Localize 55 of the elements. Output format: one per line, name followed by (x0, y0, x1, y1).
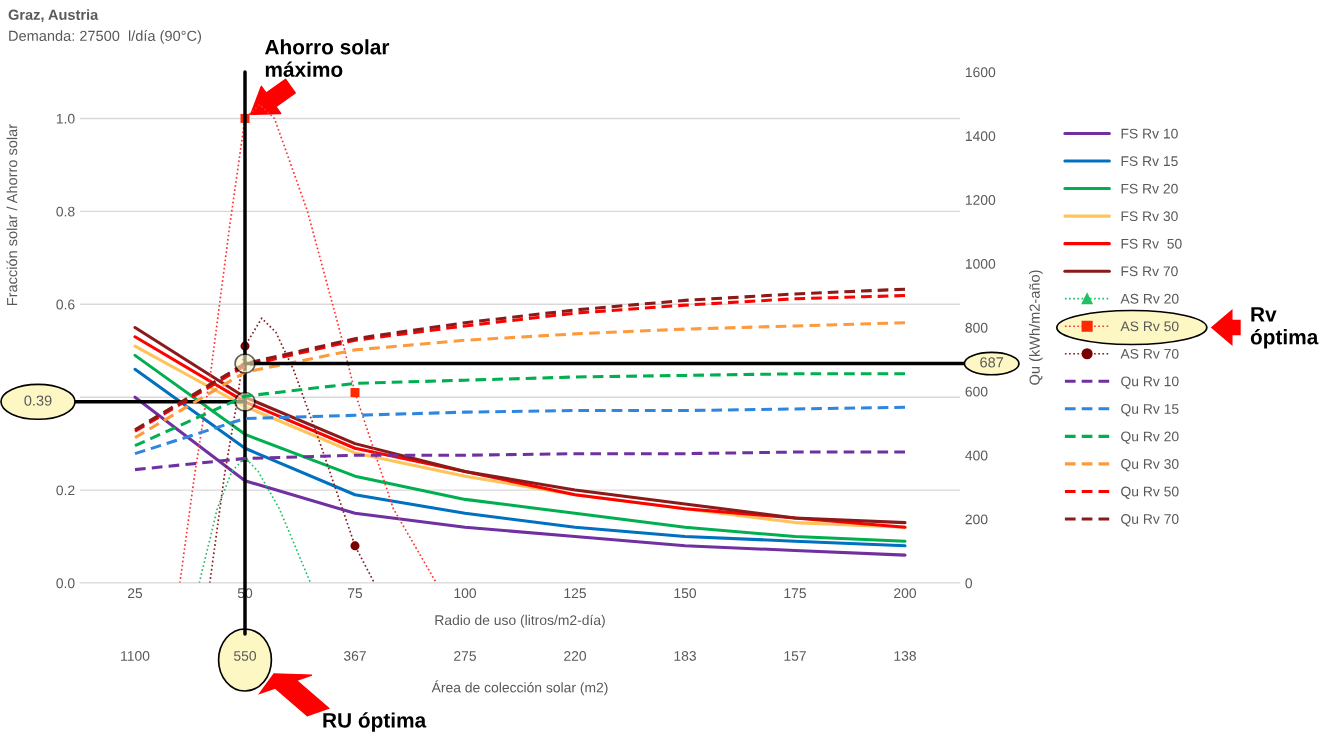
y2-tick-label: 600 (965, 386, 988, 397)
y2-tick-label: 1200 (965, 195, 996, 205)
text: 220 (564, 650, 587, 661)
chart-title: Graz, Austria (8, 9, 99, 23)
annotation: Ahorro solar máximo (264, 39, 390, 77)
legend-label: Qu Rv 50 (1121, 486, 1179, 499)
legend-label: FS Rv 50 (1121, 238, 1182, 249)
ref-line-label: 687 (980, 357, 1004, 368)
y2-tick-label: 1000 (965, 258, 996, 269)
y-axis-title: Fracción solar / Ahorro solar (6, 124, 18, 306)
legend-label: Qu Rv 10 (1121, 376, 1179, 389)
y2-tick-label: 800 (965, 322, 988, 333)
ref-line-label: 0.39 (24, 395, 52, 406)
y-tick-label: 0.6 (56, 299, 75, 310)
x2-axis-title: Área de colección solar (m2) (431, 680, 608, 696)
y2-tick-label: 400 (965, 450, 988, 461)
text: 550 (233, 650, 257, 661)
legend-label: Qu Rv 70 (1121, 514, 1179, 527)
x-tick-label: 150 (674, 588, 697, 599)
chart-subtitle: Demanda: 27500 l/día (90°C) (9, 30, 201, 44)
legend-label: FS Rv 30 (1121, 211, 1178, 222)
text: 157 (784, 651, 806, 661)
y2-tick-label: 0 (965, 578, 973, 589)
text: 138 (894, 650, 916, 661)
x-tick-label: 175 (784, 588, 807, 599)
y-tick-label: 0.8 (56, 206, 75, 217)
y2-tick-label: 200 (965, 514, 988, 525)
y2-axis-title: Qu (kWh/m2-año) (1029, 270, 1043, 385)
legend-label: FS Rv 15 (1121, 156, 1178, 167)
text: Rv óptima (1250, 307, 1319, 349)
x-tick-label: 25 (127, 588, 143, 599)
y-tick-label: 1.0 (56, 113, 75, 124)
text: 1100 (121, 650, 150, 661)
text: 275 (454, 650, 477, 661)
legend-label: FS Rv 20 (1121, 183, 1178, 194)
y-tick-label: 0.2 (56, 485, 75, 496)
x-axis-title: Radio de uso (litros/m2-día) (435, 614, 605, 628)
y-tick-label: 0.0 (56, 578, 75, 589)
legend-label: Qu Rv 15 (1121, 403, 1179, 417)
x-tick-label: 125 (564, 588, 587, 599)
legend-label: AS Rv 20 (1120, 293, 1179, 304)
legend-label: AS Rv 50 (1120, 321, 1179, 332)
x-tick-label: 100 (454, 588, 477, 599)
legend-label: Qu Rv 20 (1121, 431, 1179, 444)
legend-label: FS Rv 70 (1121, 266, 1178, 277)
y2-tick-label: 1400 (965, 131, 996, 142)
legend-label: AS Rv 70 (1120, 348, 1179, 359)
legend-label: FS Rv 10 (1121, 128, 1178, 139)
y2-tick-label: 1600 (965, 67, 996, 78)
text: RU óptima (323, 712, 427, 732)
text: 367 (343, 650, 366, 661)
x-tick-label: 200 (894, 588, 917, 599)
text: 183 (674, 650, 696, 661)
legend-label: Qu Rv 30 (1121, 459, 1179, 472)
x-tick-label: 75 (347, 588, 363, 599)
